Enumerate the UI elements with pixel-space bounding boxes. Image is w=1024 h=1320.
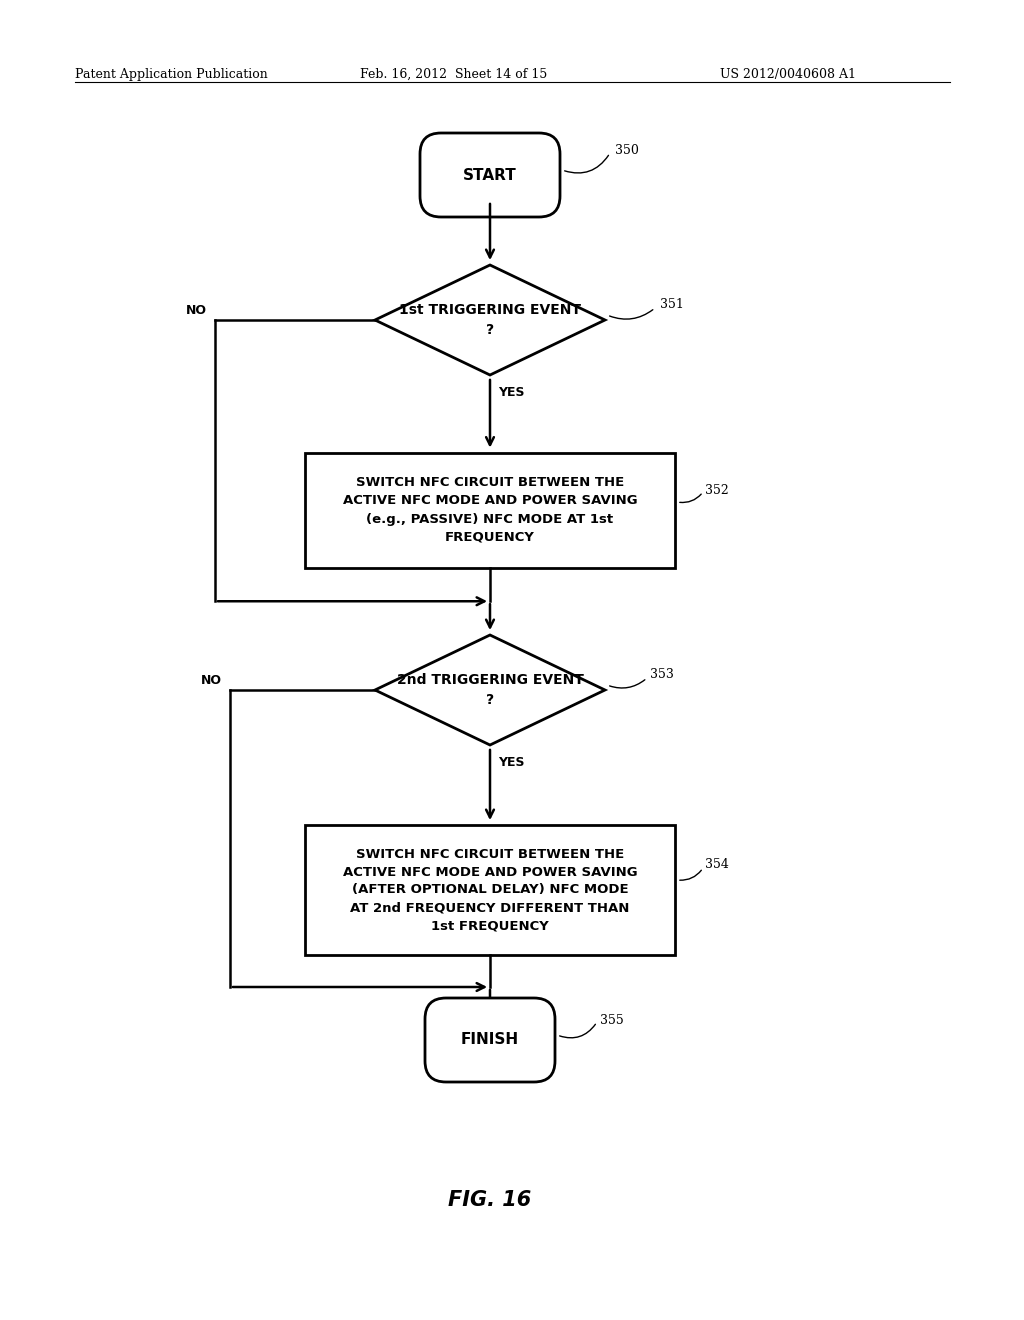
Text: 353: 353	[650, 668, 674, 681]
Bar	[305, 453, 675, 568]
Text: SWITCH NFC CIRCUIT BETWEEN THE
ACTIVE NFC MODE AND POWER SAVING
(e.g., PASSIVE) : SWITCH NFC CIRCUIT BETWEEN THE ACTIVE NF…	[343, 477, 637, 544]
Text: 352: 352	[705, 483, 729, 496]
Text: Feb. 16, 2012  Sheet 14 of 15: Feb. 16, 2012 Sheet 14 of 15	[360, 69, 547, 81]
FancyBboxPatch shape	[420, 133, 560, 216]
Bar	[305, 825, 675, 954]
Text: 354: 354	[705, 858, 729, 871]
Text: NO: NO	[186, 304, 207, 317]
Polygon shape	[375, 265, 605, 375]
Text: 355: 355	[600, 1014, 624, 1027]
Text: 1st TRIGGERING EVENT
?: 1st TRIGGERING EVENT ?	[399, 304, 581, 337]
Polygon shape	[375, 635, 605, 744]
Text: START: START	[463, 168, 517, 182]
Text: 351: 351	[660, 298, 684, 312]
Text: FIG. 16: FIG. 16	[449, 1191, 531, 1210]
FancyBboxPatch shape	[425, 998, 555, 1082]
Text: SWITCH NFC CIRCUIT BETWEEN THE
ACTIVE NFC MODE AND POWER SAVING
(AFTER OPTIONAL : SWITCH NFC CIRCUIT BETWEEN THE ACTIVE NF…	[343, 847, 637, 932]
Text: Patent Application Publication: Patent Application Publication	[75, 69, 267, 81]
Text: YES: YES	[498, 756, 524, 770]
Text: NO: NO	[201, 673, 222, 686]
Text: US 2012/0040608 A1: US 2012/0040608 A1	[720, 69, 856, 81]
Text: 350: 350	[615, 144, 639, 157]
Text: 2nd TRIGGERING EVENT
?: 2nd TRIGGERING EVENT ?	[396, 673, 584, 706]
Text: FINISH: FINISH	[461, 1032, 519, 1048]
Text: YES: YES	[498, 387, 524, 400]
